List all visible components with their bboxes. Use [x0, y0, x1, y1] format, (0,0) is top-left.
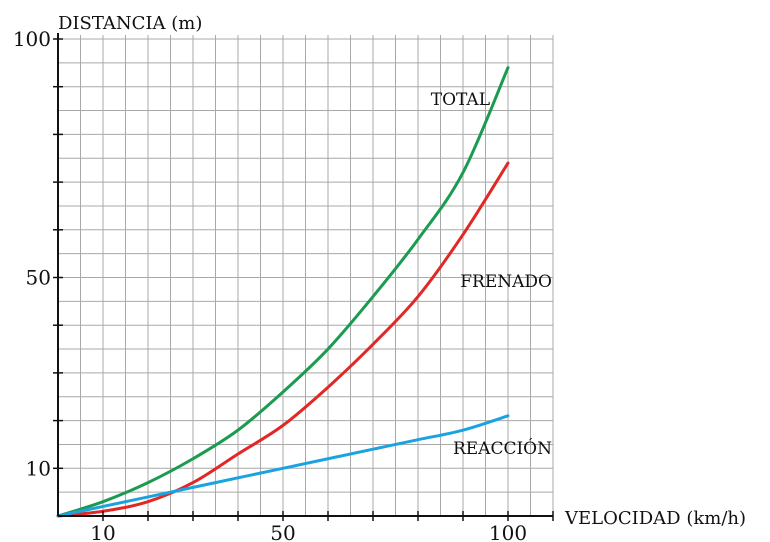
y-tick-label: 10: [26, 456, 51, 480]
x-tick-label: 100: [489, 521, 527, 542]
series-label: REACCIÓN: [453, 438, 552, 459]
axis-ticks: [53, 38, 554, 521]
y-axis-label: DISTANCIA (m): [58, 13, 202, 34]
series-line-frenado: [56, 161, 510, 518]
series-label: TOTAL: [431, 90, 490, 110]
tick-labels: 10 50 100 10 50 100: [13, 27, 527, 542]
series-label: FRENADO: [460, 272, 552, 292]
series-line-reaccion: [56, 414, 510, 518]
x-tick-label: 10: [90, 521, 115, 542]
x-axis-label: VELOCIDAD (km/h): [564, 508, 746, 529]
grid: [58, 35, 554, 516]
series-labels: TOTAL FRENADO REACCIÓN: [431, 90, 552, 459]
y-tick-label: 50: [26, 266, 51, 290]
x-tick-label: 50: [270, 521, 295, 542]
axes: [57, 33, 553, 517]
series-line-total: [56, 66, 510, 518]
y-tick-label: 100: [13, 27, 51, 51]
series-lines: [56, 66, 510, 518]
